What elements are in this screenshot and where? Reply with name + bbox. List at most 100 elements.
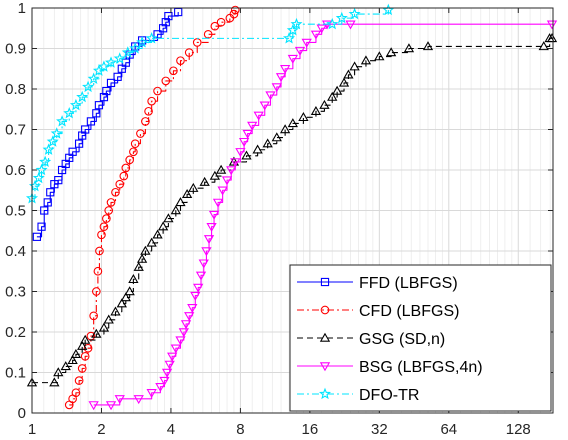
data-point-marker: [259, 101, 270, 111]
data-point-marker: [97, 60, 110, 72]
data-point-marker: [279, 124, 291, 134]
data-point-marker: [175, 197, 186, 207]
data-point-marker: [128, 274, 139, 284]
data-point-marker: [50, 127, 63, 139]
data-point-marker: [77, 364, 87, 373]
data-point-marker: [319, 99, 330, 109]
data-point-marker: [176, 56, 185, 65]
data-point-marker: [133, 261, 144, 271]
data-point-marker: [206, 223, 217, 233]
data-point-marker: [106, 198, 116, 207]
series-1: [32, 7, 183, 241]
data-point-marker: [271, 132, 282, 142]
data-point-marker: [63, 106, 76, 119]
legend: FFD (LBFGS) CFD (LBFGS) GSG (SD,n) BSG (LBF…: [289, 264, 552, 412]
data-point-marker: [99, 92, 109, 102]
x-tick-label: 1: [28, 421, 36, 438]
data-point-marker: [136, 36, 149, 48]
data-point-marker: [546, 20, 558, 30]
data-point-marker: [226, 166, 237, 176]
data-point-marker: [53, 367, 64, 377]
data-point-marker: [104, 206, 114, 215]
series-2: [64, 5, 240, 410]
data-point-marker: [35, 163, 48, 176]
legend-label: DFO-TR: [359, 387, 419, 404]
y-tick-label: 0: [18, 405, 26, 422]
data-point-marker: [39, 155, 52, 168]
data-point-marker: [89, 311, 98, 321]
data-point-marker: [129, 147, 138, 157]
data-point-marker: [105, 56, 118, 68]
data-point-marker: [74, 139, 84, 148]
data-point-marker: [279, 65, 291, 75]
data-point-marker: [193, 283, 204, 293]
data-point-marker: [201, 247, 212, 257]
data-point-marker: [115, 179, 125, 189]
data-point-marker: [338, 77, 350, 87]
data-point-marker: [42, 143, 55, 155]
data-point-marker: [230, 158, 241, 168]
data-point-marker: [155, 382, 166, 392]
data-point-marker: [80, 334, 91, 344]
data-point-marker: [46, 188, 55, 197]
data-point-marker: [140, 245, 151, 255]
data-point-marker: [217, 186, 228, 196]
data-point-marker: [82, 80, 95, 93]
data-point-marker: [198, 259, 209, 269]
data-point-marker: [294, 46, 306, 56]
data-point-marker: [349, 61, 360, 71]
data-point-marker: [136, 253, 148, 263]
data-point-marker: [265, 91, 276, 101]
data-point-marker: [195, 271, 207, 281]
data-point-marker: [54, 176, 63, 185]
data-point-marker: [77, 340, 88, 350]
data-point-marker: [121, 46, 134, 58]
legend-label: FFD (LBFGS): [359, 275, 458, 292]
data-point-marker: [92, 109, 101, 118]
y-tick-label: 0.3: [5, 284, 26, 301]
series-5: [25, 3, 395, 204]
data-point-marker: [345, 20, 356, 30]
data-point-marker: [175, 336, 186, 346]
data-point-marker: [422, 41, 434, 51]
y-tick-label: 0.6: [5, 162, 26, 179]
data-point-marker: [310, 105, 322, 115]
legend-entry-1: FFD (LBFGS): [297, 275, 458, 292]
data-point-marker: [152, 229, 163, 239]
data-point-marker: [316, 24, 327, 34]
data-point-marker: [159, 376, 170, 386]
data-point-marker: [116, 298, 127, 308]
data-point-marker: [136, 129, 145, 138]
y-tick-label: 0.1: [5, 365, 26, 382]
data-point-marker: [93, 266, 103, 276]
data-point-marker: [87, 72, 100, 84]
y-tick-label: 0.2: [5, 324, 26, 341]
legend-marker-sample: [318, 387, 332, 400]
data-point-marker: [164, 11, 173, 21]
x-tick-label: 16: [302, 421, 319, 438]
legend-entry-4: BSG (LBFGS,4n): [297, 359, 483, 376]
data-point-marker: [180, 320, 192, 330]
data-point-marker: [111, 187, 120, 197]
data-point-marker: [164, 360, 175, 370]
data-point-marker: [301, 38, 312, 48]
data-point-marker: [91, 287, 101, 296]
data-point-marker: [242, 129, 253, 139]
data-point-marker: [146, 389, 157, 399]
data-point-marker: [86, 117, 96, 126]
x-tick-label: 32: [371, 421, 388, 438]
data-point-marker: [161, 368, 173, 378]
data-point-marker: [68, 147, 77, 156]
data-point-marker: [287, 118, 298, 128]
data-point-marker: [71, 388, 81, 398]
data-point-marker: [70, 348, 82, 358]
data-point-marker: [238, 137, 250, 147]
series-3: [26, 33, 558, 387]
data-point-marker: [74, 376, 84, 385]
data-point-marker: [212, 198, 224, 208]
data-point-marker: [203, 235, 215, 245]
data-point-marker: [247, 121, 258, 131]
data-point-marker: [290, 17, 303, 30]
legend-label: CFD (LBFGS): [359, 303, 459, 320]
data-point-marker: [141, 117, 150, 126]
